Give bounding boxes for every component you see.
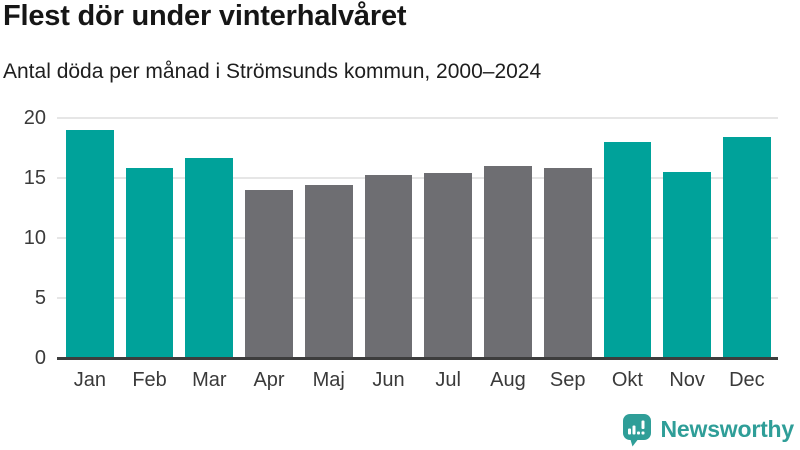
- gridline-15: [57, 176, 778, 179]
- y-axis-tick-label: 0: [34, 347, 46, 369]
- x-axis-label-maj: Maj: [312, 369, 345, 391]
- bar-nov: [663, 171, 711, 358]
- y-axis-tick-label: 15: [23, 166, 46, 189]
- y-axis-tick-label: 10: [23, 226, 46, 249]
- x-axis-label-nov: Nov: [669, 369, 705, 391]
- bar-feb: [125, 168, 174, 358]
- bar-jun: [364, 175, 413, 358]
- newsworthy-logo: Newsworthy: [620, 412, 794, 447]
- x-axis-label-aug: Aug: [490, 369, 526, 391]
- gridline-20: [57, 116, 778, 119]
- x-axis-label-apr: Apr: [253, 369, 285, 391]
- page-title: Flest dör under vinterhalvåret: [3, 0, 407, 32]
- chart-subtitle: Antal döda per månad i Strömsunds kommun…: [3, 60, 542, 83]
- x-axis-label-mar: Mar: [192, 369, 227, 391]
- brand-wordmark: Newsworthy: [660, 416, 795, 442]
- x-axis-label-feb: Feb: [132, 369, 167, 391]
- y-axis-tick-label: 20: [23, 106, 46, 129]
- bar-sep: [543, 168, 592, 358]
- y-axis-tick-label: 5: [34, 286, 46, 309]
- bar-dec: [723, 136, 771, 358]
- x-axis-label-jul: Jul: [435, 369, 461, 391]
- bar-apr: [245, 189, 293, 358]
- x-axis-line: [57, 357, 778, 360]
- gridline-5: [57, 296, 778, 299]
- speech-bubble-bar-chart-icon: [622, 414, 651, 447]
- x-axis-label-okt: Okt: [611, 369, 643, 391]
- bar-jul: [424, 172, 473, 358]
- bar-okt: [603, 141, 652, 358]
- bar-jan: [66, 129, 114, 358]
- x-axis-label-jan: Jan: [73, 369, 106, 391]
- x-axis-label-jun: Jun: [372, 369, 405, 391]
- bar-aug: [484, 165, 532, 358]
- x-axis-label-sep: Sep: [549, 369, 586, 391]
- x-axis-label-dec: Dec: [729, 369, 765, 391]
- bar-mar: [185, 158, 234, 358]
- gridline-10: [57, 236, 778, 239]
- bar-maj: [304, 184, 353, 358]
